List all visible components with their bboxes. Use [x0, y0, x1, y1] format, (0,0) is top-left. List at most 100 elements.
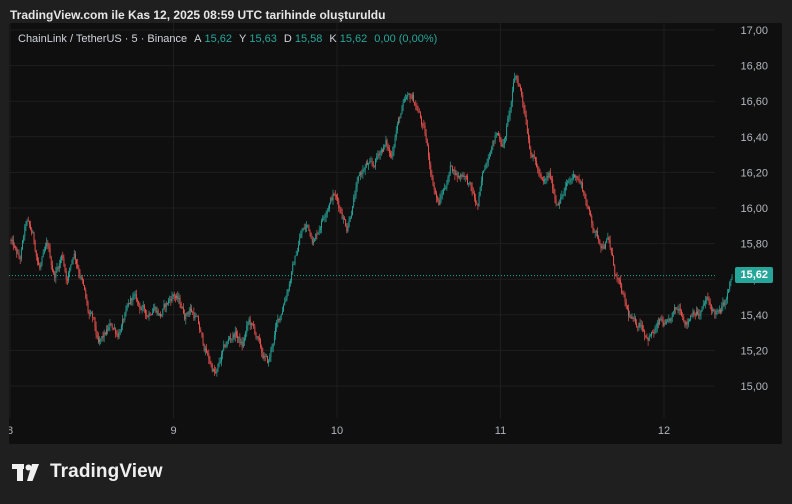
candle — [355, 182, 357, 200]
candle-body — [463, 175, 465, 178]
candle — [162, 308, 164, 318]
candle-body — [154, 307, 156, 310]
candle-body — [16, 247, 18, 254]
candle-body — [306, 225, 307, 228]
candle — [314, 237, 316, 242]
candlestick-chart[interactable]: 15,0015,2015,4015,6015,8016,0016,2016,40… — [9, 23, 782, 444]
candle — [91, 311, 92, 314]
candle — [270, 346, 272, 362]
candle-body — [62, 255, 64, 259]
candle-body — [633, 318, 635, 320]
chart-panel[interactable]: 15,0015,2015,4015,6015,8016,0016,2016,40… — [9, 23, 782, 444]
candle-body — [539, 173, 541, 175]
candle-body — [618, 279, 620, 281]
candle-body — [705, 300, 707, 304]
candle — [342, 214, 344, 224]
candle-body — [279, 316, 281, 321]
candle-body — [632, 317, 634, 319]
candle — [175, 294, 176, 303]
candle — [171, 291, 173, 304]
candle — [202, 332, 204, 346]
candle-body — [731, 276, 733, 280]
candle-body — [522, 95, 524, 103]
candle — [146, 309, 148, 320]
candle — [17, 249, 19, 255]
candle-body — [345, 219, 347, 227]
candle — [384, 144, 386, 150]
candle-body — [599, 239, 601, 245]
candle-body — [439, 198, 441, 205]
candle-body — [28, 221, 30, 225]
candle-body — [387, 146, 389, 149]
candle — [495, 132, 497, 138]
candle — [249, 315, 251, 330]
tradingview-brand[interactable]: TradingView — [12, 461, 163, 483]
candle — [166, 302, 168, 306]
candle — [438, 197, 440, 206]
candle — [687, 318, 689, 328]
candle — [608, 236, 610, 244]
candle-body — [707, 297, 709, 299]
candle-body — [207, 352, 209, 354]
candle — [132, 292, 134, 306]
candle — [137, 297, 138, 306]
candle-body — [143, 305, 145, 309]
candle — [476, 200, 478, 206]
candle-body — [424, 126, 426, 134]
candle-body — [48, 245, 50, 249]
candle — [515, 75, 517, 81]
candle — [111, 323, 113, 331]
candle — [524, 104, 526, 117]
candle-body — [501, 143, 503, 147]
candle — [49, 243, 51, 259]
candle-body — [423, 124, 425, 127]
candle-body — [442, 189, 444, 195]
candle — [347, 222, 349, 233]
candle — [554, 188, 556, 204]
candle — [652, 329, 654, 334]
candle — [245, 330, 247, 341]
candle — [321, 218, 322, 234]
candle — [38, 257, 40, 266]
candle — [239, 333, 241, 348]
candle-body — [556, 203, 558, 205]
candle-body — [589, 207, 590, 211]
candle — [313, 237, 314, 246]
candle-body — [591, 215, 593, 224]
candle-body — [158, 313, 160, 315]
candle — [471, 182, 473, 196]
candle-body — [185, 313, 187, 320]
candle-body — [674, 307, 675, 312]
candle — [485, 162, 487, 170]
candle — [316, 229, 318, 240]
candle-body — [386, 140, 388, 147]
candle-body — [361, 172, 363, 175]
candle-body — [459, 175, 460, 177]
candle — [118, 328, 120, 340]
candle — [135, 289, 137, 303]
candle — [168, 297, 169, 306]
legend-symbol[interactable]: ChainLink / TetherUS · 5 · Binance — [18, 33, 188, 45]
candle — [474, 190, 475, 202]
candle — [406, 94, 408, 100]
candle — [630, 314, 632, 319]
candle-body — [428, 145, 429, 157]
candle — [291, 270, 293, 284]
candle — [491, 145, 493, 154]
candle — [490, 150, 491, 157]
candle — [152, 308, 153, 316]
candle-body — [233, 334, 235, 338]
candle — [663, 319, 665, 327]
candle-body — [53, 271, 54, 273]
candle-body — [699, 314, 701, 316]
candle — [617, 277, 619, 285]
candle — [681, 309, 682, 317]
candle-body — [198, 317, 199, 324]
candle-body — [138, 300, 140, 304]
candle — [722, 297, 724, 312]
candle-body — [379, 152, 381, 156]
candle — [332, 189, 334, 205]
candle — [678, 303, 680, 316]
candle — [694, 312, 696, 320]
candle — [488, 152, 490, 160]
